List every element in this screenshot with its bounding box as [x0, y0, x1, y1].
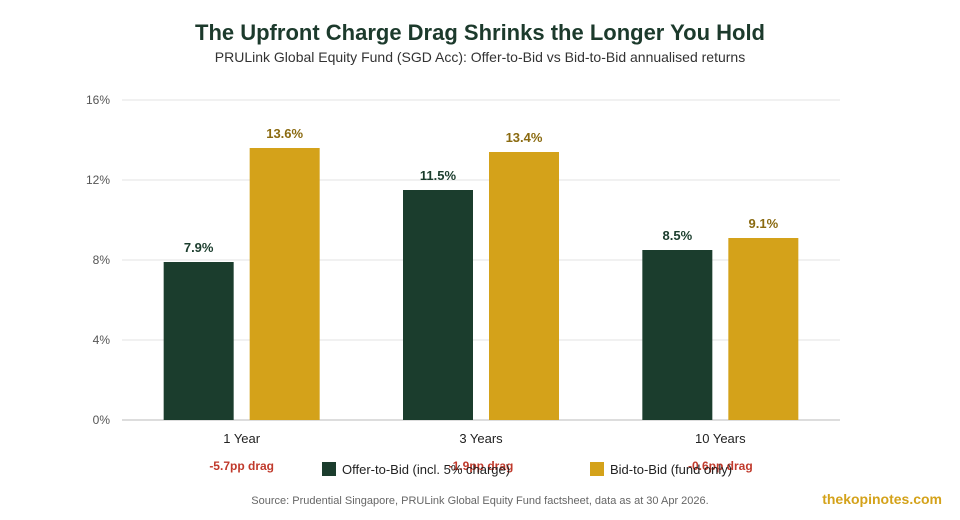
chart-title: The Upfront Charge Drag Shrinks the Long…	[195, 20, 765, 45]
legend-label: Offer-to-Bid (incl. 5% charge)	[342, 462, 510, 477]
data-label: 8.5%	[663, 228, 693, 243]
y-tick-label: 4%	[93, 333, 111, 347]
y-tick-label: 16%	[86, 93, 110, 107]
legend-swatch	[322, 462, 336, 476]
legend-swatch	[590, 462, 604, 476]
watermark: thekopinotes.com	[822, 491, 942, 507]
chart-subtitle: PRULink Global Equity Fund (SGD Acc): Of…	[214, 49, 746, 65]
x-tick-label: 10 Years	[695, 431, 746, 446]
y-tick-label: 12%	[86, 173, 110, 187]
bar	[489, 152, 559, 420]
bar	[728, 238, 799, 420]
data-label: 9.1%	[749, 216, 779, 231]
x-tick-label: 3 Years	[459, 431, 503, 446]
drag-annotation: -0.6pp drag	[688, 459, 753, 473]
bar	[403, 190, 473, 420]
source-note: Source: Prudential Singapore, PRULink Gl…	[251, 495, 709, 507]
bar	[163, 262, 234, 420]
bar	[249, 148, 320, 420]
data-label: 7.9%	[184, 240, 214, 255]
drag-annotation: -5.7pp drag	[209, 459, 274, 473]
legend-label: Bid-to-Bid (fund only)	[610, 462, 732, 477]
data-label: 11.5%	[420, 168, 457, 183]
y-tick-label: 8%	[93, 253, 111, 267]
data-label: 13.6%	[266, 126, 303, 141]
x-tick-label: 1 Year	[223, 431, 261, 446]
data-label: 13.4%	[506, 130, 543, 145]
bar	[642, 250, 713, 420]
y-tick-label: 0%	[93, 413, 111, 427]
drag-annotation: -1.9pp drag	[449, 459, 514, 473]
